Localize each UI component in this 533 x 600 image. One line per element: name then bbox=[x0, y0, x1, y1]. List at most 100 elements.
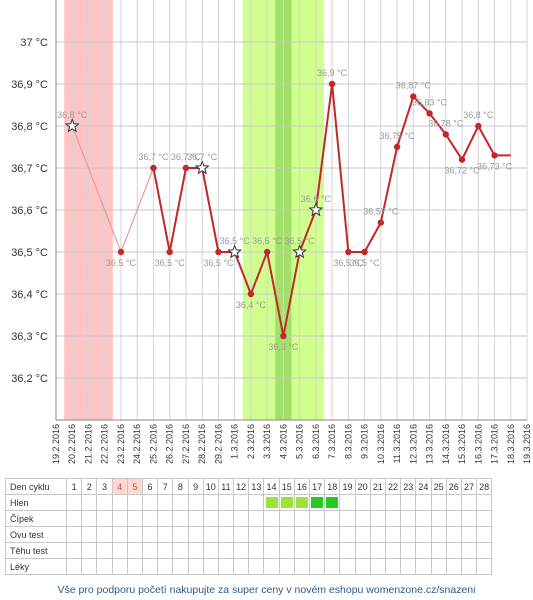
day-cell[interactable] bbox=[400, 494, 417, 511]
day-cell[interactable] bbox=[217, 526, 235, 543]
day-cell[interactable] bbox=[308, 494, 326, 511]
day-cell[interactable] bbox=[81, 510, 98, 527]
day-cell[interactable] bbox=[141, 542, 159, 559]
day-cell[interactable] bbox=[415, 558, 432, 575]
day-cell[interactable] bbox=[324, 558, 341, 575]
day-cell[interactable] bbox=[278, 558, 295, 575]
day-cell[interactable] bbox=[476, 542, 493, 559]
day-cell[interactable] bbox=[187, 558, 204, 575]
day-cell[interactable] bbox=[415, 494, 432, 511]
day-cell[interactable] bbox=[126, 542, 143, 559]
day-cell[interactable] bbox=[354, 526, 371, 543]
day-cell[interactable] bbox=[141, 558, 159, 575]
day-cell[interactable] bbox=[96, 510, 113, 527]
day-cell[interactable] bbox=[400, 526, 417, 543]
day-cell[interactable] bbox=[202, 526, 219, 543]
day-cell[interactable] bbox=[430, 558, 447, 575]
day-cell[interactable] bbox=[126, 510, 143, 527]
day-cell[interactable] bbox=[111, 542, 128, 559]
day-cell[interactable] bbox=[476, 526, 493, 543]
day-cell[interactable] bbox=[415, 526, 432, 543]
day-cell[interactable] bbox=[445, 494, 462, 511]
day-cell[interactable] bbox=[430, 542, 447, 559]
day-cell[interactable] bbox=[369, 510, 386, 527]
day-cell[interactable] bbox=[65, 494, 83, 511]
day-cell[interactable] bbox=[172, 510, 189, 527]
day-cell[interactable] bbox=[217, 494, 235, 511]
day-cell[interactable] bbox=[308, 526, 326, 543]
day-cell[interactable] bbox=[233, 558, 250, 575]
day-cell[interactable] bbox=[65, 510, 83, 527]
footer-note[interactable]: Vše pro podporu početí nakupujte za supe… bbox=[57, 584, 476, 596]
day-cell[interactable] bbox=[81, 526, 98, 543]
day-cell[interactable] bbox=[460, 526, 478, 543]
day-cell[interactable] bbox=[157, 494, 174, 511]
day-cell[interactable] bbox=[369, 526, 386, 543]
day-cell[interactable] bbox=[263, 542, 280, 559]
day-cell[interactable] bbox=[248, 494, 265, 511]
day-cell[interactable] bbox=[339, 526, 356, 543]
day-cell[interactable] bbox=[248, 542, 265, 559]
day-cell[interactable] bbox=[354, 510, 371, 527]
day-cell[interactable] bbox=[65, 526, 83, 543]
day-cell[interactable] bbox=[430, 526, 447, 543]
day-cell[interactable] bbox=[233, 526, 250, 543]
day-cell[interactable] bbox=[172, 526, 189, 543]
day-cell[interactable] bbox=[384, 494, 402, 511]
day-cell[interactable] bbox=[293, 494, 311, 511]
day-cell[interactable] bbox=[476, 510, 493, 527]
day-cell[interactable] bbox=[400, 510, 417, 527]
day-cell[interactable] bbox=[111, 494, 128, 511]
day-cell[interactable] bbox=[248, 558, 265, 575]
day-cell[interactable] bbox=[445, 526, 462, 543]
day-cell[interactable] bbox=[384, 510, 402, 527]
day-cell[interactable] bbox=[308, 542, 326, 559]
day-cell[interactable] bbox=[415, 542, 432, 559]
day-cell[interactable] bbox=[369, 542, 386, 559]
day-cell[interactable] bbox=[157, 526, 174, 543]
day-cell[interactable] bbox=[445, 510, 462, 527]
day-cell[interactable] bbox=[430, 494, 447, 511]
day-cell[interactable] bbox=[293, 542, 311, 559]
day-cell[interactable] bbox=[217, 542, 235, 559]
day-cell[interactable] bbox=[400, 558, 417, 575]
day-cell[interactable] bbox=[202, 558, 219, 575]
day-cell[interactable] bbox=[202, 542, 219, 559]
day-cell[interactable] bbox=[187, 542, 204, 559]
day-cell[interactable] bbox=[354, 558, 371, 575]
day-cell[interactable] bbox=[141, 526, 159, 543]
day-cell[interactable] bbox=[217, 558, 235, 575]
day-cell[interactable] bbox=[172, 542, 189, 559]
day-cell[interactable] bbox=[263, 510, 280, 527]
day-cell[interactable] bbox=[324, 494, 341, 511]
day-cell[interactable] bbox=[293, 526, 311, 543]
day-cell[interactable] bbox=[263, 558, 280, 575]
day-cell[interactable] bbox=[354, 494, 371, 511]
day-cell[interactable] bbox=[81, 494, 98, 511]
day-cell[interactable] bbox=[248, 526, 265, 543]
day-cell[interactable] bbox=[157, 510, 174, 527]
day-cell[interactable] bbox=[369, 494, 386, 511]
day-cell[interactable] bbox=[476, 558, 493, 575]
day-cell[interactable] bbox=[81, 542, 98, 559]
day-cell[interactable] bbox=[339, 542, 356, 559]
day-cell[interactable] bbox=[202, 494, 219, 511]
day-cell[interactable] bbox=[96, 494, 113, 511]
day-cell[interactable] bbox=[263, 494, 280, 511]
day-cell[interactable] bbox=[126, 494, 143, 511]
day-cell[interactable] bbox=[81, 558, 98, 575]
day-cell[interactable] bbox=[400, 542, 417, 559]
day-cell[interactable] bbox=[187, 526, 204, 543]
day-cell[interactable] bbox=[187, 494, 204, 511]
day-cell[interactable] bbox=[157, 558, 174, 575]
day-cell[interactable] bbox=[263, 526, 280, 543]
day-cell[interactable] bbox=[111, 526, 128, 543]
day-cell[interactable] bbox=[384, 542, 402, 559]
day-cell[interactable] bbox=[460, 542, 478, 559]
day-cell[interactable] bbox=[65, 558, 83, 575]
day-cell[interactable] bbox=[324, 526, 341, 543]
day-cell[interactable] bbox=[324, 510, 341, 527]
day-cell[interactable] bbox=[233, 510, 250, 527]
day-cell[interactable] bbox=[172, 558, 189, 575]
day-cell[interactable] bbox=[293, 510, 311, 527]
